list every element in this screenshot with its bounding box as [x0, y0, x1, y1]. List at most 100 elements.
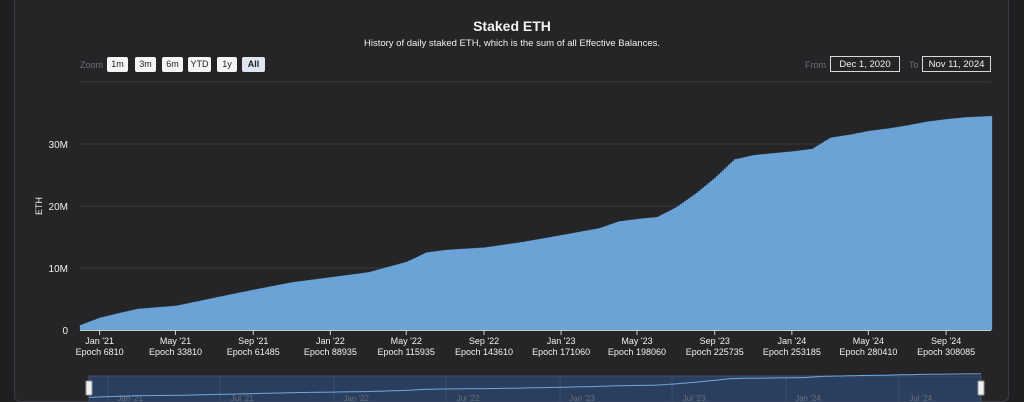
data-bar	[197, 300, 201, 331]
navigator-right-handle[interactable]	[977, 380, 985, 396]
data-bar	[829, 137, 833, 331]
x-tick-epoch-label: Epoch 280410	[839, 347, 897, 357]
data-bar	[499, 245, 503, 331]
data-bar	[787, 151, 791, 331]
data-bar	[457, 249, 461, 331]
data-bar	[795, 150, 799, 331]
y-tick-label: 0	[62, 326, 68, 337]
data-bar	[407, 260, 411, 331]
zoom-ytd-button[interactable]: YTD	[188, 57, 211, 72]
data-bar	[589, 229, 593, 331]
data-bar	[213, 297, 217, 331]
data-bar	[165, 306, 169, 331]
data-bar	[383, 267, 387, 331]
data-bar	[541, 238, 545, 331]
navigator-left-handle[interactable]	[85, 380, 93, 396]
data-bar	[629, 219, 633, 331]
data-bar	[443, 249, 447, 331]
data-bar	[113, 314, 117, 331]
data-bar	[337, 276, 341, 331]
data-bar	[283, 283, 287, 331]
data-bar	[483, 247, 487, 331]
data-bar	[315, 278, 319, 331]
data-bar	[819, 143, 823, 331]
data-bar	[133, 309, 137, 331]
data-bar	[755, 154, 759, 331]
data-bar	[359, 273, 363, 331]
data-bar	[491, 246, 495, 331]
data-bar	[637, 218, 641, 331]
from-date-input[interactable]: Dec 1, 2020	[830, 56, 900, 72]
data-bar	[837, 136, 841, 331]
data-bar	[267, 286, 271, 331]
data-bar	[873, 130, 877, 331]
data-bar	[239, 292, 243, 331]
data-bar	[673, 207, 677, 331]
y-tick-label: 30M	[49, 140, 68, 151]
data-bar	[515, 242, 519, 331]
data-bar	[717, 174, 721, 331]
data-bar	[667, 211, 671, 331]
data-bar	[723, 168, 727, 331]
data-bar	[391, 265, 395, 331]
data-bar	[261, 287, 265, 331]
data-bar	[467, 248, 471, 331]
chart-title: Staked ETH	[473, 18, 551, 34]
data-bar	[319, 278, 323, 331]
data-bar	[893, 127, 897, 331]
data-bar	[327, 277, 331, 331]
zoom-all-button[interactable]: All	[242, 57, 265, 72]
data-bar	[269, 286, 273, 331]
data-bar	[583, 230, 587, 331]
data-bar	[713, 177, 717, 331]
data-bar	[767, 153, 771, 331]
data-bar	[949, 118, 953, 331]
data-bar	[597, 228, 601, 331]
data-bar	[621, 220, 625, 331]
zoom-3m-button[interactable]: 3m	[135, 57, 156, 72]
data-bar	[959, 117, 963, 331]
data-bar	[217, 296, 221, 331]
x-tick-date-label: May '23	[621, 336, 652, 346]
data-bar	[529, 240, 533, 331]
data-bar	[925, 121, 929, 331]
data-bar	[137, 308, 141, 331]
data-bar	[683, 201, 687, 331]
data-bar	[987, 116, 991, 331]
data-bar	[393, 264, 397, 331]
zoom-6m-button[interactable]: 6m	[162, 57, 183, 72]
data-bar	[665, 212, 669, 331]
data-bar	[671, 208, 675, 331]
data-bar	[765, 153, 769, 331]
data-bar	[421, 254, 425, 331]
x-tick-date-label: Sep '24	[931, 336, 961, 346]
x-tick-epoch-label: Epoch 115935	[378, 347, 435, 357]
data-bar	[889, 128, 893, 331]
data-bar	[185, 303, 189, 331]
data-bar	[323, 277, 327, 331]
data-bar	[95, 318, 99, 331]
data-bar	[929, 121, 933, 331]
zoom-1m-button[interactable]: 1m	[107, 57, 128, 72]
data-bar	[699, 189, 703, 331]
data-bar	[299, 281, 303, 331]
zoom-1y-button[interactable]: 1y	[217, 57, 237, 72]
data-bar	[201, 300, 205, 331]
data-bar	[675, 206, 679, 331]
x-tick-date-label: May '24	[853, 336, 884, 346]
data-bar	[605, 225, 609, 331]
data-bar	[429, 251, 433, 331]
data-bar	[777, 152, 781, 331]
x-tick-epoch-label: Epoch 143610	[455, 347, 513, 357]
data-bar	[549, 236, 553, 331]
data-bar	[129, 310, 133, 331]
data-bar	[649, 217, 653, 331]
data-bar	[657, 216, 661, 331]
data-bar	[853, 133, 857, 331]
data-bar	[865, 131, 869, 331]
data-bar	[781, 152, 785, 331]
data-bar	[481, 247, 485, 331]
to-date-input[interactable]: Nov 11, 2024	[922, 56, 991, 72]
data-bar	[841, 135, 845, 331]
data-bar	[785, 151, 789, 331]
